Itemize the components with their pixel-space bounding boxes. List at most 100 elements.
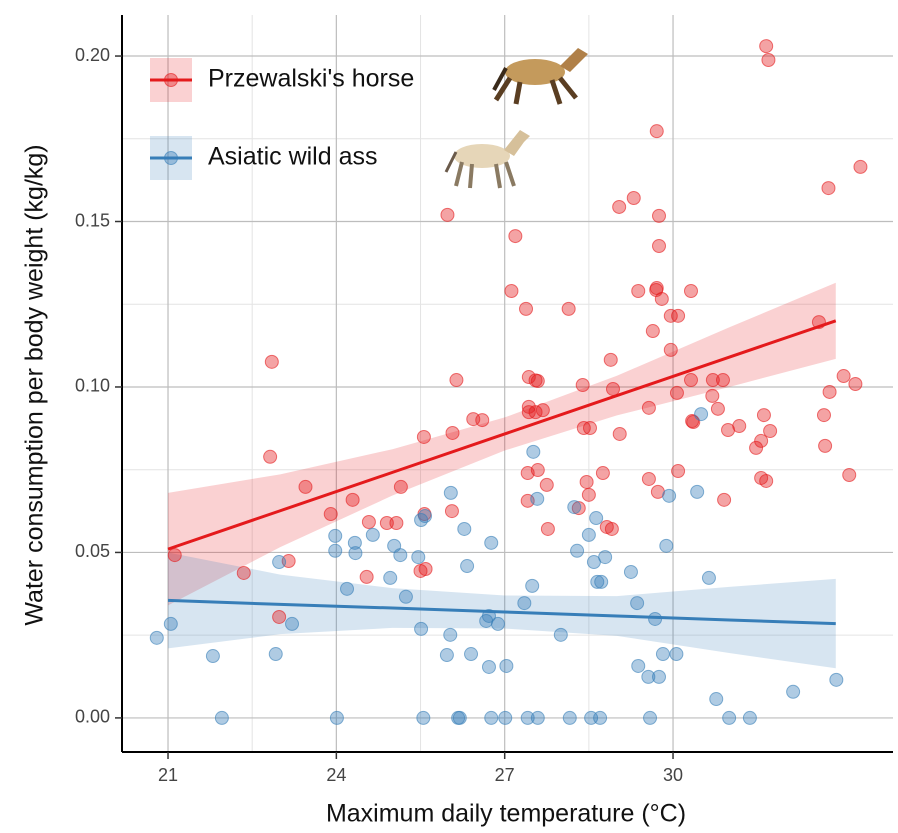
data-point	[818, 438, 833, 453]
data-point	[418, 561, 433, 576]
data-point	[517, 596, 532, 611]
data-point	[263, 449, 278, 464]
data-point	[540, 521, 555, 536]
x-tick-label: 30	[663, 765, 683, 785]
data-point	[754, 433, 769, 448]
data-point	[452, 710, 467, 725]
data-point	[347, 535, 362, 550]
y-tick-label: 0.10	[75, 376, 110, 396]
data-point	[345, 492, 360, 507]
data-point	[298, 479, 313, 494]
x-tick-label: 21	[158, 765, 178, 785]
data-point	[652, 238, 667, 253]
data-point	[499, 658, 514, 673]
data-point	[365, 527, 380, 542]
data-point	[605, 381, 620, 396]
legend-item: Asiatic wild ass	[150, 136, 378, 180]
confidence-band	[168, 282, 836, 606]
data-point	[383, 570, 398, 585]
data-point	[763, 423, 778, 438]
data-point	[504, 284, 519, 299]
data-point	[848, 376, 863, 391]
data-point	[590, 574, 605, 589]
data-point	[690, 484, 705, 499]
data-point	[567, 500, 582, 515]
data-point	[444, 504, 459, 519]
data-point	[414, 513, 429, 528]
y-axis-title: Water consumption per body weight (kg/kg…	[21, 144, 49, 625]
data-point	[641, 471, 656, 486]
y-tick-label: 0.05	[75, 541, 110, 561]
data-point	[759, 39, 774, 54]
data-point	[167, 548, 182, 563]
data-point	[652, 669, 667, 684]
data-point	[853, 159, 868, 174]
data-point	[530, 463, 545, 478]
data-point	[526, 444, 541, 459]
data-point	[655, 647, 670, 662]
data-point	[722, 710, 737, 725]
data-point	[742, 710, 757, 725]
data-point	[694, 407, 709, 422]
data-point	[581, 487, 596, 502]
data-point	[398, 589, 413, 604]
data-point	[539, 477, 554, 492]
data-point	[525, 578, 540, 593]
data-point	[520, 710, 535, 725]
data-point	[475, 413, 490, 428]
data-point	[562, 710, 577, 725]
data-point	[575, 377, 590, 392]
data-point	[643, 710, 658, 725]
data-point	[411, 550, 426, 565]
data-point	[440, 207, 455, 222]
data-point	[671, 464, 686, 479]
data-point	[570, 543, 585, 558]
data-point	[630, 596, 645, 611]
data-point	[631, 284, 646, 299]
y-tick-label: 0.20	[75, 45, 110, 65]
data-point	[236, 565, 251, 580]
data-point	[641, 669, 656, 684]
data-point	[328, 528, 343, 543]
legend-item: Przewalski's horse	[150, 58, 414, 102]
data-point	[484, 535, 499, 550]
data-point	[821, 181, 836, 196]
data-point	[709, 692, 724, 707]
legend-key-point	[164, 151, 178, 165]
data-point	[652, 208, 667, 223]
data-point	[393, 479, 408, 494]
data-point	[457, 521, 472, 536]
fit-line	[167, 319, 837, 551]
data-point	[530, 710, 545, 725]
data-point	[530, 374, 545, 389]
data-point	[816, 408, 831, 423]
data-point	[715, 373, 730, 388]
data-point	[443, 485, 458, 500]
data-point	[626, 191, 641, 206]
data-point	[759, 473, 774, 488]
data-point	[612, 426, 627, 441]
data-point	[604, 521, 619, 536]
data-point	[710, 401, 725, 416]
data-point	[749, 440, 764, 455]
data-point	[414, 621, 429, 636]
data-point	[683, 373, 698, 388]
data-point	[669, 647, 684, 662]
data-point	[701, 570, 716, 585]
data-point	[671, 308, 686, 323]
data-point	[641, 400, 656, 415]
data-point	[418, 509, 433, 524]
marks	[149, 39, 868, 725]
data-point	[836, 369, 851, 384]
data-point	[484, 710, 499, 725]
data-point	[663, 342, 678, 357]
data-point	[205, 649, 220, 664]
data-point	[631, 658, 646, 673]
data-point	[268, 647, 283, 662]
data-point	[490, 616, 505, 631]
data-point	[329, 710, 344, 725]
data-point	[416, 429, 431, 444]
data-point	[439, 648, 454, 663]
data-point	[445, 425, 460, 440]
data-point	[285, 616, 300, 631]
